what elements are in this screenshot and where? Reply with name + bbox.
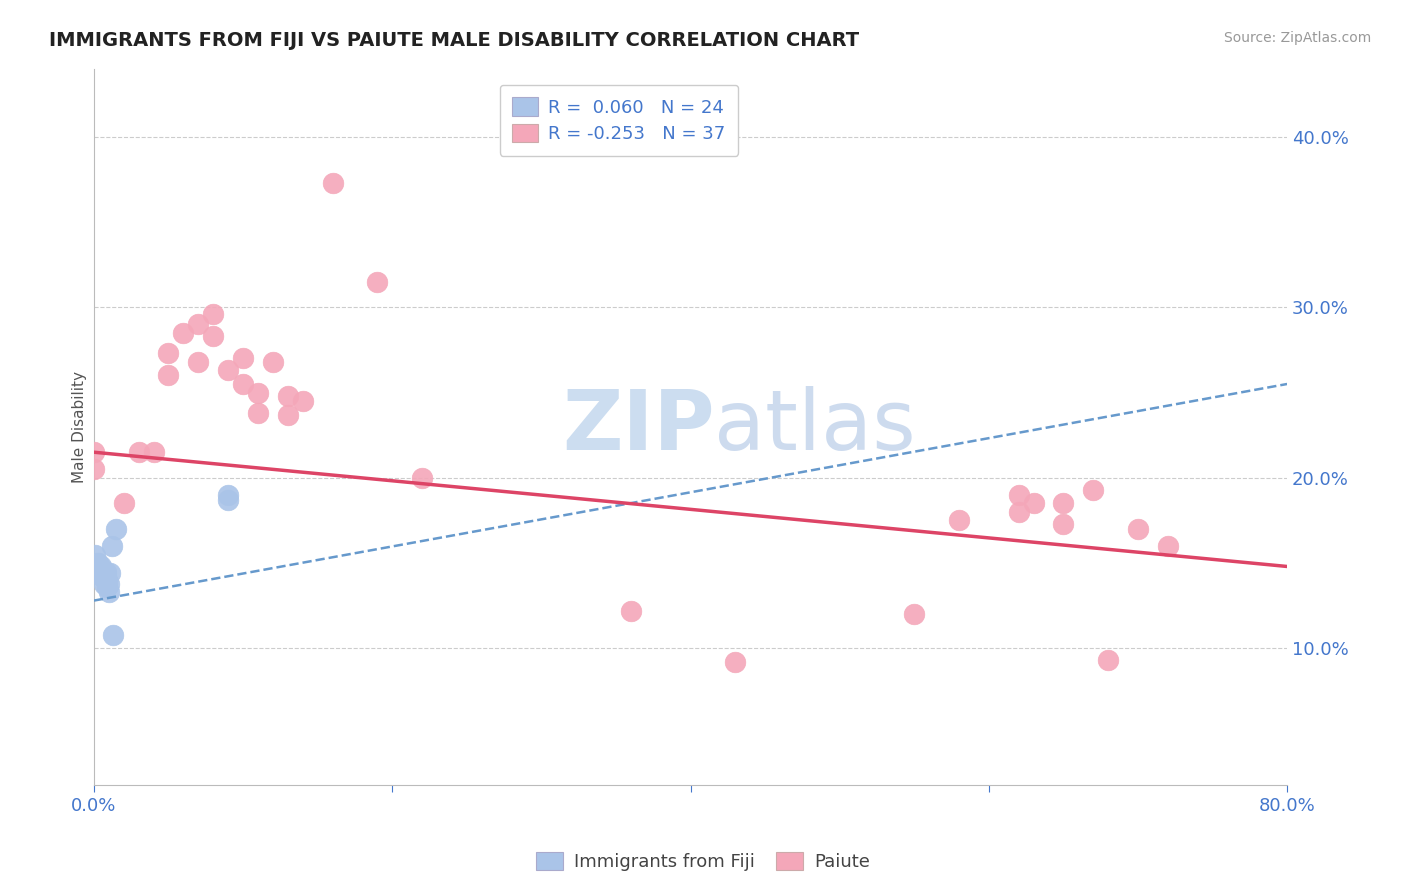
Point — [1052, 496, 1074, 510]
Y-axis label: Male Disability: Male Disability — [72, 371, 87, 483]
Point — [217, 492, 239, 507]
Point — [128, 445, 150, 459]
Point — [142, 445, 165, 459]
Point — [202, 307, 225, 321]
Point — [172, 326, 194, 340]
Point — [97, 576, 120, 591]
Point — [246, 406, 269, 420]
Point — [246, 385, 269, 400]
Point — [620, 604, 643, 618]
Point — [948, 513, 970, 527]
Point — [187, 355, 209, 369]
Point — [232, 351, 254, 366]
Point — [187, 318, 209, 332]
Point — [724, 655, 747, 669]
Text: ZIP: ZIP — [562, 386, 714, 467]
Text: Source: ZipAtlas.com: Source: ZipAtlas.com — [1223, 31, 1371, 45]
Point — [217, 488, 239, 502]
Point — [1052, 516, 1074, 531]
Point — [97, 585, 120, 599]
Point — [411, 471, 433, 485]
Text: atlas: atlas — [714, 386, 917, 467]
Point — [96, 580, 118, 594]
Legend: Immigrants from Fiji, Paiute: Immigrants from Fiji, Paiute — [529, 845, 877, 879]
Point — [93, 571, 115, 585]
Point — [105, 522, 128, 536]
Point — [86, 559, 108, 574]
Point — [90, 559, 112, 574]
Point — [322, 176, 344, 190]
Point — [87, 556, 110, 570]
Point — [232, 376, 254, 391]
Point — [98, 566, 121, 581]
Point — [90, 568, 112, 582]
Point — [112, 496, 135, 510]
Point — [91, 563, 114, 577]
Point — [1083, 483, 1105, 497]
Point — [157, 346, 180, 360]
Point — [83, 462, 105, 476]
Point — [91, 570, 114, 584]
Point — [366, 275, 388, 289]
Point — [1157, 539, 1180, 553]
Legend: R =  0.060   N = 24, R = -0.253   N = 37: R = 0.060 N = 24, R = -0.253 N = 37 — [499, 85, 738, 156]
Point — [157, 368, 180, 383]
Point — [291, 394, 314, 409]
Point — [89, 563, 111, 577]
Point — [84, 548, 107, 562]
Point — [903, 607, 925, 622]
Point — [1007, 505, 1029, 519]
Point — [94, 565, 117, 579]
Point — [1097, 653, 1119, 667]
Point — [217, 363, 239, 377]
Point — [96, 573, 118, 587]
Text: IMMIGRANTS FROM FIJI VS PAIUTE MALE DISABILITY CORRELATION CHART: IMMIGRANTS FROM FIJI VS PAIUTE MALE DISA… — [49, 31, 859, 50]
Point — [1007, 488, 1029, 502]
Point — [101, 539, 124, 553]
Point — [83, 445, 105, 459]
Point — [262, 355, 284, 369]
Point — [94, 571, 117, 585]
Point — [103, 628, 125, 642]
Point — [1126, 522, 1149, 536]
Point — [277, 389, 299, 403]
Point — [202, 329, 225, 343]
Point — [94, 568, 117, 582]
Point — [1022, 496, 1045, 510]
Point — [93, 576, 115, 591]
Point — [93, 565, 115, 579]
Point — [277, 408, 299, 422]
